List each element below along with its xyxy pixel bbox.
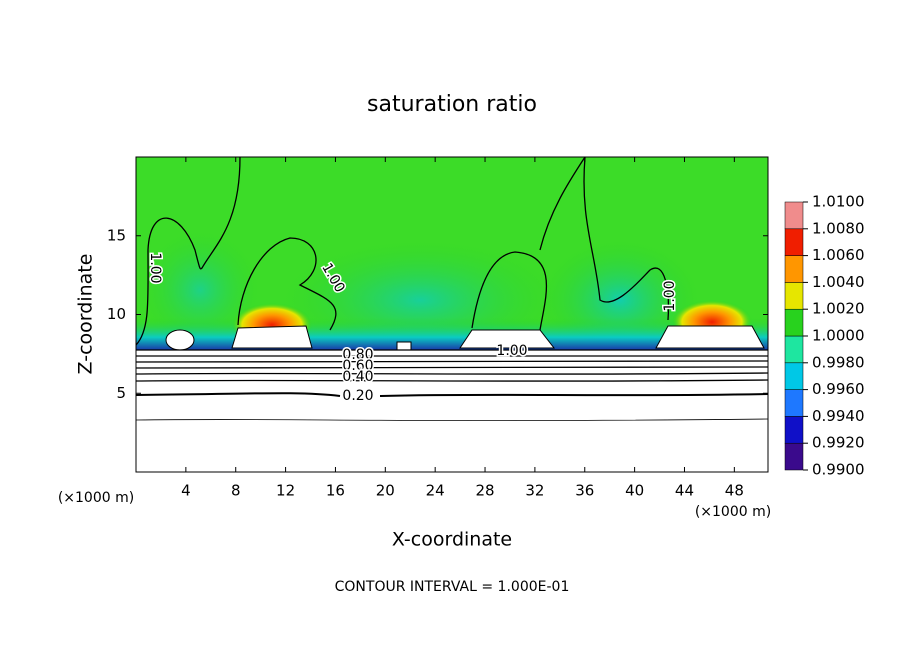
colorbar-swatch (784, 308, 804, 337)
colorbar-tick-label: 1.0000 (812, 327, 865, 345)
colorbar-tick-label: 1.0100 (812, 193, 865, 211)
x-axis-label: X-coordinate (392, 529, 512, 551)
colorbar-tick-label: 0.9940 (812, 407, 865, 425)
colorbar-tick-label: 0.9980 (812, 353, 865, 371)
contour-label: 1.00 (147, 252, 163, 283)
x-tick-label: 16 (326, 482, 345, 500)
contour-label: 1.00 (496, 343, 527, 359)
x-tick-label: 24 (426, 482, 445, 500)
y-tick-label: 10 (107, 305, 126, 323)
x-tick-label: 44 (675, 482, 694, 500)
x-tick-label: 36 (575, 482, 594, 500)
x-tick-label: 4 (181, 482, 191, 500)
colorbar-swatch (784, 255, 804, 283)
y-tick-label: 5 (116, 384, 126, 402)
x-unit-label: (×1000 m) (695, 504, 771, 520)
colorbar-tick-label: 0.9920 (812, 434, 865, 452)
footer: CONTOUR INTERVAL = 1.000E-01 (335, 579, 570, 595)
colorbar-tick-label: 1.0020 (812, 300, 865, 318)
x-tick-label: 28 (475, 482, 494, 500)
y-unit-label: (×1000 m) (58, 490, 134, 506)
x-tick-label: 40 (625, 482, 644, 500)
colorbar-swatch (784, 362, 804, 390)
y-tick-label: 15 (107, 226, 126, 244)
x-tick-label: 32 (525, 482, 544, 500)
chart-title: saturation ratio (367, 92, 537, 117)
colorbar-swatch (784, 282, 804, 310)
contour-label: 0.20 (342, 388, 373, 404)
contour-lines (135, 156, 769, 422)
field (136, 157, 768, 472)
colorbar-tick-label: 1.0060 (812, 246, 865, 264)
colorbar-swatch (784, 228, 804, 256)
y-axis-label: Z-coordinate (75, 254, 97, 375)
colorbar-swatch (784, 442, 804, 471)
x-tick-label: 12 (276, 482, 295, 500)
colorbar-tick-label: 1.0040 (812, 273, 865, 291)
contour-label: 0.40 (342, 369, 373, 385)
x-tick-label: 8 (231, 482, 241, 500)
colorbar-tick-label: 1.0080 (812, 219, 865, 237)
colorbar-tick-label: 0.9900 (812, 461, 865, 479)
colorbar-swatch (784, 389, 804, 417)
x-tick-label: 48 (725, 482, 744, 500)
colorbar-swatch (784, 416, 804, 444)
colorbar-swatch (784, 335, 804, 364)
contour-label: 1.00 (662, 280, 678, 311)
contour-label: 0.80 (342, 347, 373, 363)
colorbar-swatch (784, 201, 804, 230)
x-tick-label: 20 (376, 482, 395, 500)
contour-label: 0.60 (342, 358, 373, 374)
colorbar-tick-label: 0.9960 (812, 380, 865, 398)
